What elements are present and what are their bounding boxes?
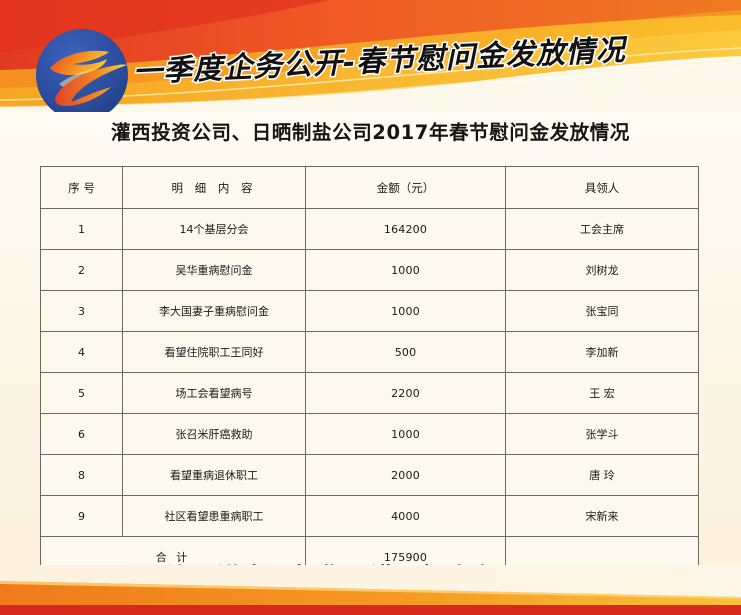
page-banner: 一季度企务公开-春节慰问金发放情况 (0, 0, 741, 112)
cell-amount: 2200 (305, 372, 506, 414)
disbursement-table: 序 号 明 细 内 容 金额（元） 具领人 1 14个基层分会 164200 工… (40, 166, 699, 578)
cell-detail: 李大国妻子重病慰问金 (122, 290, 306, 332)
cell-no: 8 (40, 454, 123, 496)
cell-amount: 500 (305, 331, 506, 373)
disbursement-table-container: 序 号 明 细 内 容 金额（元） 具领人 1 14个基层分会 164200 工… (40, 166, 699, 578)
table-row: 4 看望住院职工王同好 500 李加新 (40, 331, 699, 373)
table-row: 5 场工会看望病号 2200 王 宏 (40, 372, 699, 414)
cell-amount: 4000 (305, 495, 506, 537)
cell-detail: 看望重病退休职工 (122, 454, 306, 496)
table-row: 6 张召米肝癌救助 1000 张学斗 (40, 413, 699, 455)
cell-receiver: 王 宏 (505, 372, 699, 414)
table-row: 3 李大国妻子重病慰问金 1000 张宝同 (40, 290, 699, 332)
header-cell-amount: 金额（元） (305, 166, 506, 209)
header-cell-detail: 明 细 内 容 (122, 166, 306, 209)
cell-detail: 社区看望患重病职工 (122, 495, 306, 537)
table-header-row: 序 号 明 细 内 容 金额（元） 具领人 (40, 166, 699, 209)
cell-no: 6 (40, 413, 123, 455)
cell-no: 1 (40, 208, 123, 250)
table-row: 1 14个基层分会 164200 工会主席 (40, 208, 699, 250)
table-row: 8 看望重病退休职工 2000 唐 玲 (40, 454, 699, 496)
cell-no: 3 (40, 290, 123, 332)
cell-receiver: 李加新 (505, 331, 699, 373)
cell-receiver: 宋新来 (505, 495, 699, 537)
cell-amount: 1000 (305, 290, 506, 332)
cell-amount: 1000 (305, 249, 506, 291)
cell-amount: 1000 (305, 413, 506, 455)
cell-receiver: 唐 玲 (505, 454, 699, 496)
table-row: 2 吴华重病慰问金 1000 刘树龙 (40, 249, 699, 291)
table-row: 9 社区看望患重病职工 4000 宋新来 (40, 495, 699, 537)
header-cell-receiver: 具领人 (505, 166, 699, 209)
page-title: 灌西投资公司、日晒制盐公司2017年春节慰问金发放情况 (111, 121, 630, 144)
cell-no: 4 (40, 331, 123, 373)
header-cell-no: 序 号 (40, 166, 123, 209)
cell-detail: 张召米肝癌救助 (122, 413, 306, 455)
cell-receiver: 张宝同 (505, 290, 699, 332)
cell-amount: 164200 (305, 208, 506, 250)
cell-receiver: 刘树龙 (505, 249, 699, 291)
cell-detail: 场工会看望病号 (122, 372, 306, 414)
cell-no: 5 (40, 372, 123, 414)
cell-detail: 吴华重病慰问金 (122, 249, 306, 291)
cell-receiver: 工会主席 (505, 208, 699, 250)
footer-decorative-bands (0, 565, 741, 615)
cell-no: 2 (40, 249, 123, 291)
cell-detail: 看望住院职工王同好 (122, 331, 306, 373)
cell-receiver: 张学斗 (505, 413, 699, 455)
cell-amount: 2000 (305, 454, 506, 496)
cell-detail: 14个基层分会 (122, 208, 306, 250)
cell-no: 9 (40, 495, 123, 537)
company-swoosh-logo-icon (36, 29, 128, 112)
